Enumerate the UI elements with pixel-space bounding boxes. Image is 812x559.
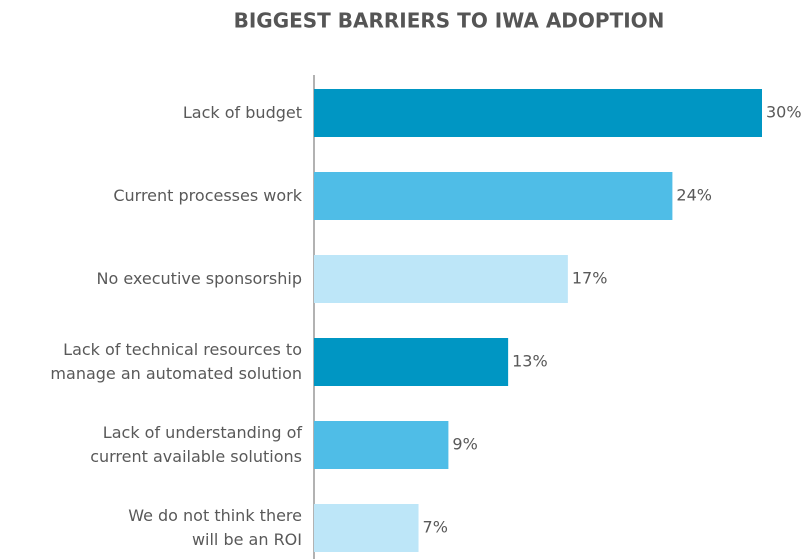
y-tick-label: Lack of understanding of current availabl… bbox=[90, 423, 302, 466]
bar bbox=[314, 504, 419, 552]
value-label: 13% bbox=[512, 352, 548, 371]
y-tick-label: Lack of technical resources to manage an … bbox=[50, 340, 302, 383]
value-label: 7% bbox=[423, 518, 448, 537]
y-tick-label: We do not think there will be an ROI bbox=[128, 506, 302, 549]
value-label: 9% bbox=[452, 435, 477, 454]
value-label: 17% bbox=[572, 269, 608, 288]
y-tick-label: Lack of budget bbox=[183, 103, 302, 122]
y-tick-label: Current processes work bbox=[113, 186, 302, 205]
bar bbox=[314, 255, 568, 303]
value-label: 24% bbox=[676, 186, 712, 205]
y-tick-label: No executive sponsorship bbox=[97, 269, 302, 288]
value-label: 30% bbox=[766, 103, 802, 122]
bar bbox=[314, 172, 673, 220]
chart-title: BIGGEST BARRIERS TO IWA ADOPTION bbox=[234, 9, 665, 33]
bar bbox=[314, 421, 449, 469]
bar bbox=[314, 338, 509, 386]
bar bbox=[314, 89, 762, 137]
